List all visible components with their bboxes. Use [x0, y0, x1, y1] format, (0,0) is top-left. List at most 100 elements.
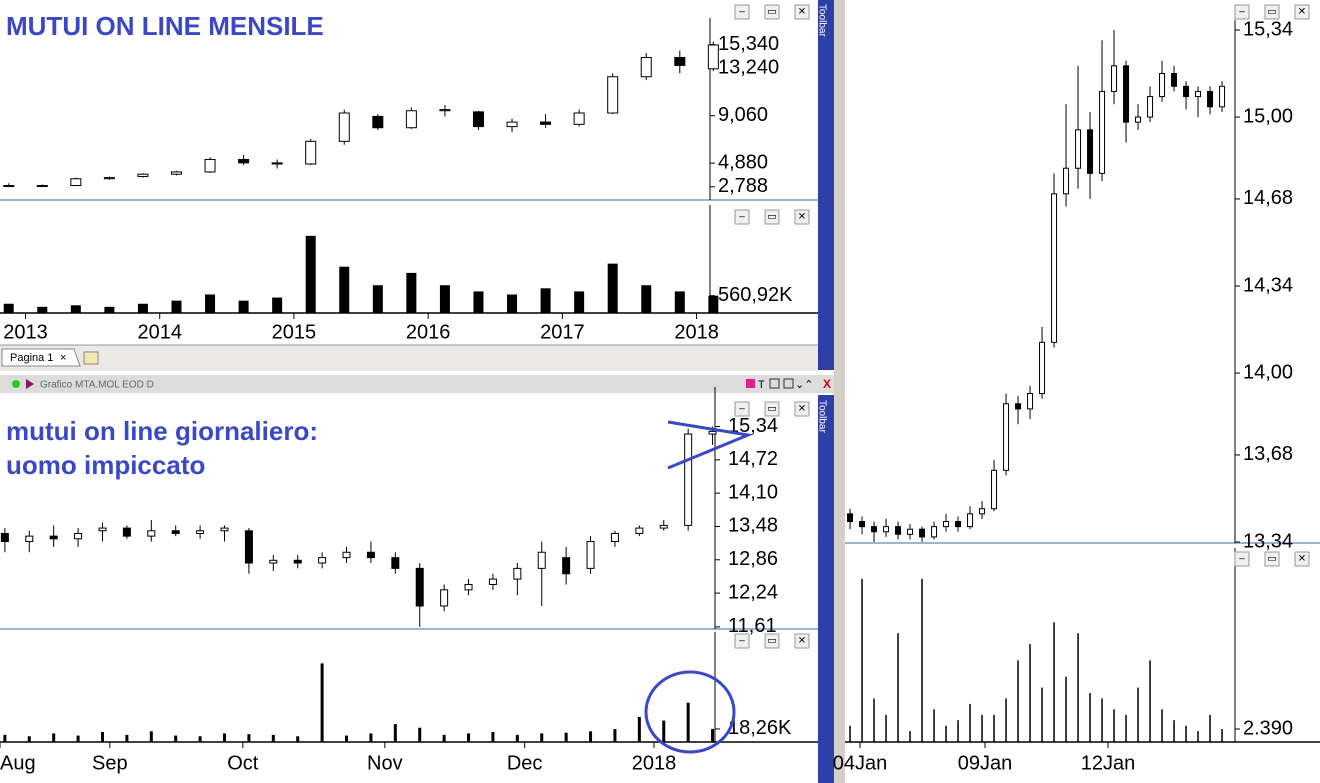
window-button-icon[interactable]: ▭ — [767, 212, 776, 223]
candle-body — [36, 185, 48, 188]
x-tick-label: Aug — [0, 752, 36, 774]
window-button[interactable] — [1264, 551, 1280, 567]
window-button-icon[interactable]: – — [739, 404, 745, 415]
window-button[interactable] — [764, 633, 780, 649]
candle-body — [147, 530, 156, 537]
annotation-lines — [667, 420, 754, 470]
volume-bar — [271, 734, 275, 742]
window-button[interactable] — [734, 4, 750, 20]
volume-bar — [1053, 622, 1055, 742]
button[interactable] — [769, 378, 780, 389]
window-button-icon[interactable]: – — [1239, 554, 1245, 565]
button[interactable] — [783, 378, 794, 389]
window-button[interactable] — [794, 633, 810, 649]
window-button-icon[interactable]: ▭ — [1267, 7, 1276, 18]
candle-body — [859, 521, 866, 528]
y-tick-label: 15,340 — [718, 33, 779, 55]
tab[interactable] — [1, 348, 81, 367]
splitter[interactable] — [834, 0, 845, 783]
window-button-icon[interactable]: ▭ — [767, 7, 776, 18]
volume-bar — [238, 300, 249, 313]
volume-bar — [100, 732, 104, 742]
window-button[interactable] — [1294, 551, 1310, 567]
volume-bar — [1209, 714, 1211, 742]
window-button-icon[interactable]: – — [1239, 7, 1245, 18]
window-title-bar — [0, 375, 834, 393]
window-button[interactable] — [734, 401, 750, 417]
volume-bar — [272, 297, 283, 313]
volume-bar — [708, 295, 719, 313]
volume-bar — [3, 303, 14, 313]
window-button[interactable] — [734, 633, 750, 649]
window-button-icon[interactable]: – — [739, 7, 745, 18]
volume-bar — [1065, 676, 1067, 742]
window-button[interactable] — [1234, 4, 1250, 20]
volume-bar — [320, 663, 324, 742]
candle-body — [171, 530, 180, 534]
window-button[interactable] — [1294, 4, 1310, 20]
window-button[interactable] — [734, 209, 750, 225]
window-button-icon[interactable]: ✕ — [798, 636, 806, 647]
volume-bar — [345, 735, 349, 742]
candle-body — [1219, 85, 1226, 108]
toolbar-strip[interactable] — [818, 395, 834, 783]
candle-body — [269, 559, 278, 564]
y-tick-label: 14,10 — [728, 481, 778, 503]
window-button[interactable] — [1234, 551, 1250, 567]
volume-bar — [641, 285, 652, 313]
window-button[interactable] — [794, 209, 810, 225]
window-button-icon[interactable]: ▭ — [767, 404, 776, 415]
icon — [26, 379, 34, 389]
window-button[interactable] — [764, 401, 780, 417]
x-tick-label: 2013 — [3, 321, 48, 343]
candle-body — [586, 541, 595, 569]
new-tab[interactable] — [83, 351, 99, 365]
window-button-icon[interactable]: ✕ — [1298, 554, 1306, 565]
candle-body — [391, 557, 400, 569]
volume-bar — [393, 724, 397, 742]
window-button-icon[interactable]: – — [739, 636, 745, 647]
volume-bar — [1017, 660, 1019, 742]
window-button[interactable] — [794, 4, 810, 20]
window-button[interactable] — [1264, 4, 1280, 20]
window-button-icon[interactable]: ✕ — [1298, 7, 1306, 18]
candle-body — [305, 140, 317, 165]
candle-body — [196, 530, 205, 534]
window-button-icon[interactable]: ✕ — [798, 7, 806, 18]
candle-body — [366, 551, 375, 559]
text-button[interactable]: T — [758, 379, 765, 391]
toolbar-strip[interactable] — [818, 0, 834, 370]
window-button-icon[interactable]: – — [739, 212, 745, 223]
tab-close[interactable]: × — [60, 352, 66, 364]
candle-body — [1087, 129, 1094, 174]
window-button-icon[interactable]: ▭ — [767, 636, 776, 647]
candle-body — [488, 578, 497, 585]
close-button[interactable]: X — [823, 377, 831, 391]
y-tick-label: 4,880 — [718, 151, 768, 173]
window-button-icon[interactable]: ✕ — [798, 212, 806, 223]
y-tick-label: 15,00 — [1243, 105, 1293, 127]
volume-bar — [473, 291, 484, 313]
volume-bar — [52, 733, 56, 742]
tab-label[interactable]: Pagina 1 — [10, 352, 53, 364]
color-button[interactable] — [746, 379, 755, 388]
button[interactable]: ⌄⌃ — [795, 379, 813, 391]
volume-tick-label: 560,92K — [718, 284, 793, 306]
x-tick-label: 12Jan — [1081, 752, 1136, 774]
window-button-icon[interactable]: ✕ — [798, 404, 806, 415]
window-button[interactable] — [764, 4, 780, 20]
window-button[interactable] — [764, 209, 780, 225]
window-button[interactable] — [794, 401, 810, 417]
window-button-icon[interactable]: ▭ — [1267, 554, 1276, 565]
volume-bar — [171, 300, 182, 313]
x-tick-label: 09Jan — [958, 752, 1013, 774]
candle-body — [907, 528, 914, 535]
volume-bar — [515, 734, 519, 742]
volume-bar — [418, 727, 422, 742]
volume-bar — [1173, 720, 1175, 742]
candle-body — [708, 430, 717, 435]
y-tick-label: 14,68 — [1243, 187, 1293, 209]
candle-body — [540, 121, 552, 125]
volume-bar — [885, 714, 887, 742]
